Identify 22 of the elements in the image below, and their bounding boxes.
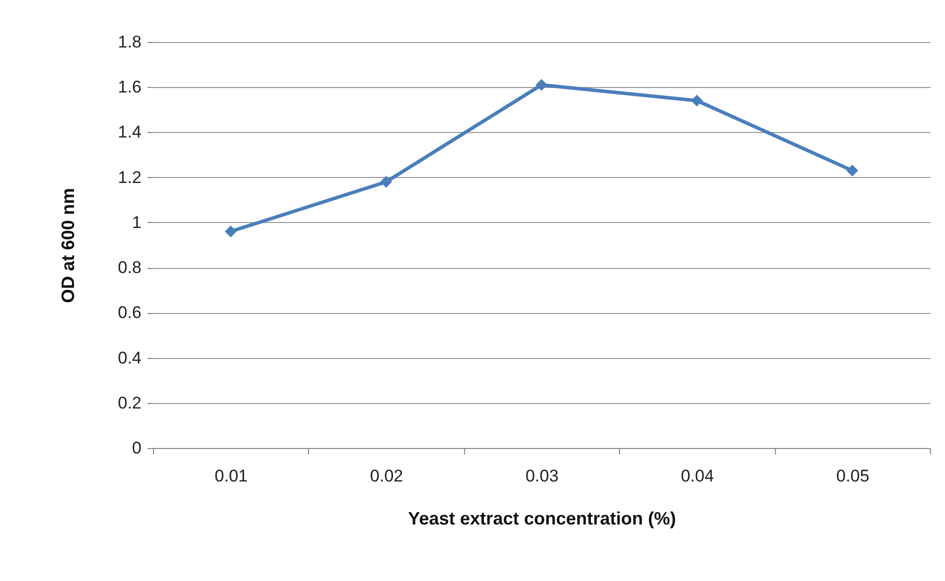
point	[380, 176, 392, 188]
point	[846, 164, 858, 176]
x-tick-label: 0.03	[525, 466, 559, 486]
y-tick-label: 0	[132, 438, 142, 458]
point	[690, 94, 703, 107]
y-axis-title: OD at 600 nm	[58, 188, 78, 304]
y-tick-label: 0.6	[118, 303, 142, 322]
point	[536, 78, 548, 91]
y-tick-label: 1.8	[118, 32, 142, 52]
x-tick-label: 0.02	[370, 466, 404, 486]
y-tick-label: 0.2	[118, 393, 142, 412]
x-tick-label: 0.04	[680, 466, 714, 486]
y-tick-label: 1	[132, 212, 142, 232]
y-tick-label: 1.2	[118, 168, 142, 187]
x-tick-label: 0.01	[214, 466, 248, 486]
y-tick-label: 1.4	[118, 122, 142, 142]
point	[224, 226, 237, 238]
x-axis-title: Yeast extract concentration (%)	[408, 508, 676, 528]
x-tick-label: 0.05	[836, 466, 870, 486]
y-tick-label: 1.6	[118, 78, 142, 97]
y-tick-label: 0.8	[118, 258, 142, 278]
y-tick-label: 0.4	[118, 348, 142, 368]
